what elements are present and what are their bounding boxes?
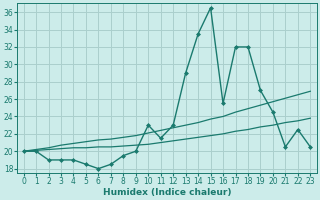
X-axis label: Humidex (Indice chaleur): Humidex (Indice chaleur): [103, 188, 231, 197]
